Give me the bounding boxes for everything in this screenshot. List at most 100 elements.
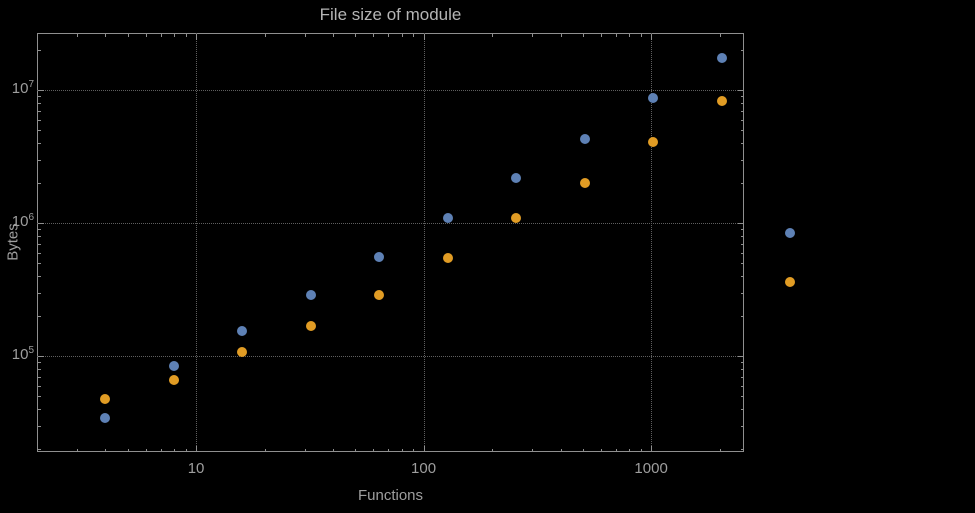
gridline-vertical [651,33,653,452]
tick-mark [388,34,390,37]
tick-mark [560,34,562,37]
tick-mark [492,34,494,37]
data-point-orange [716,96,727,107]
tick-mark [629,449,631,452]
tick-mark [38,356,44,358]
tick-mark [38,50,41,52]
tick-mark [741,376,744,378]
tick-mark [560,449,562,452]
tick-mark [413,34,415,37]
y-tick-label: 107 [11,79,34,98]
tick-mark [741,449,744,451]
tick-mark [741,96,744,98]
tick-mark [38,252,41,254]
data-point-orange [374,289,385,300]
tick-mark [38,276,41,278]
y-axis-label: Bytes [4,223,22,261]
tick-mark [77,449,79,452]
tick-mark [38,159,41,161]
gridline-vertical [423,33,425,452]
data-point-orange [305,320,316,331]
tick-mark [304,449,306,452]
tick-mark [582,34,584,37]
data-point-blue [305,289,316,300]
data-point-orange [168,375,179,386]
data-point-orange [100,393,111,404]
tick-mark [413,449,415,452]
tick-mark [38,409,41,411]
data-point-blue [100,413,111,424]
tick-mark [196,34,198,40]
x-tick-label: 100 [411,460,437,477]
tick-mark [423,34,425,40]
tick-mark [38,183,41,185]
tick-mark [304,34,306,37]
data-point-orange [579,178,590,189]
tick-mark [741,130,744,132]
data-point-blue [237,325,248,336]
tick-mark [741,316,744,318]
tick-mark [423,446,425,452]
tick-mark [582,449,584,452]
tick-mark [38,376,41,378]
tick-mark [532,34,534,37]
tick-mark [38,385,41,387]
tick-mark [333,34,335,37]
tick-mark [127,34,129,37]
data-point-orange [237,347,248,358]
tick-mark [640,449,642,452]
tick-mark [532,449,534,452]
tick-mark [38,103,41,105]
data-point-blue [785,227,796,238]
tick-mark [355,449,357,452]
tick-mark [741,236,744,238]
tick-mark [741,385,744,387]
tick-mark [615,449,617,452]
tick-mark [38,130,41,132]
tick-mark [38,110,41,112]
tick-mark [600,34,602,37]
tick-mark [651,34,653,40]
gridline-horizontal [37,356,744,358]
tick-mark [741,50,744,52]
tick-mark [127,449,129,452]
tick-mark [373,34,375,37]
tick-mark [401,34,403,37]
tick-mark [355,34,357,37]
data-point-blue [374,251,385,262]
tick-mark [741,263,744,265]
tick-mark [38,143,41,145]
data-point-orange [648,136,659,147]
tick-mark [741,119,744,121]
gridline-vertical [196,33,198,452]
tick-mark [741,292,744,294]
tick-mark [741,243,744,245]
tick-mark [741,362,744,364]
x-tick-label: 10 [187,460,205,477]
data-point-blue [168,360,179,371]
y-tick-label: 106 [11,212,34,231]
tick-mark [629,34,631,37]
tick-mark [145,449,147,452]
y-tick-label: 105 [11,345,34,364]
tick-mark [196,446,198,452]
tick-mark [741,229,744,231]
tick-mark [651,446,653,452]
tick-mark [173,34,175,37]
plot-frame [37,33,744,452]
tick-mark [492,449,494,452]
tick-mark [719,34,721,37]
gridline-horizontal [37,223,744,225]
tick-mark [741,369,744,371]
tick-mark [173,449,175,452]
tick-mark [38,236,41,238]
tick-mark [160,34,162,37]
tick-mark [38,369,41,371]
tick-mark [38,243,41,245]
tick-mark [388,449,390,452]
data-point-blue [716,53,727,64]
tick-mark [741,110,744,112]
tick-mark [741,103,744,105]
tick-mark [38,425,41,427]
tick-mark [38,119,41,121]
